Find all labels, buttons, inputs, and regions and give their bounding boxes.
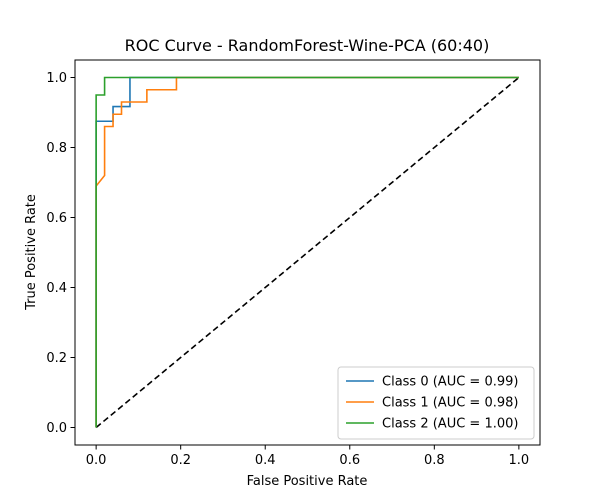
x-tick-label: 0.2 [170,453,191,468]
x-tick-label: 1.0 [509,453,530,468]
y-tick-label: 0.6 [46,211,67,226]
x-tick-label: 0.0 [86,453,107,468]
axes: 0.0 0.2 0.4 0.6 0.8 1.0 0.0 0.2 0.4 0.6 0.8 1.0 [46,59,541,468]
y-axis-label: True Positive Rate [24,194,39,311]
legend-box [337,366,535,440]
x-tick-label: 0.8 [424,453,445,468]
y-tick-label: 0.4 [46,281,67,296]
chart-title: ROC Curve - RandomForest-Wine-PCA (60:40… [125,36,490,55]
plot-area [95,76,520,429]
legend-label-class-2: Class 2 (AUC = 1.00) [382,417,518,432]
legend: Class 0 (AUC = 0.99) Class 1 (AUC = 0.98)… [337,366,535,440]
y-tick-label: 0.0 [46,421,67,436]
x-tick-label: 0.6 [339,453,360,468]
series-line-class-2 [95,76,519,428]
x-axis-label: False Positive Rate [247,474,368,489]
axes-frame [74,59,541,446]
reference-diagonal-line [95,76,520,429]
y-tick-label: 0.2 [46,351,67,366]
series-line-class-1 [95,76,519,428]
legend-label-class-0: Class 0 (AUC = 0.99) [382,375,518,390]
y-tick-label: 1.0 [46,71,67,86]
legend-label-class-1: Class 1 (AUC = 0.98) [382,396,518,411]
y-tick-label: 0.8 [46,141,67,156]
x-tick-label: 0.4 [255,453,276,468]
